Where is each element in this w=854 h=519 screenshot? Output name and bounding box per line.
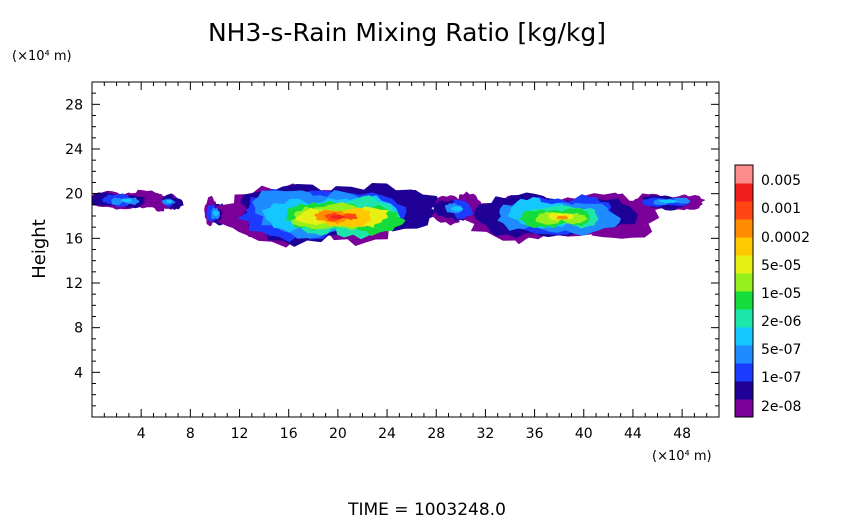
colorbar-label: 0.001 [761, 201, 801, 217]
colorbar-swatch [735, 237, 753, 256]
colorbar-label: 0.0002 [761, 230, 810, 246]
x-tick-label: 24 [378, 426, 396, 442]
colorbar-swatch [735, 255, 753, 274]
field-contour [111, 197, 123, 206]
colorbar-frame [734, 164, 754, 418]
colorbar-swatch [735, 273, 753, 292]
x-tick-label: 20 [329, 426, 347, 442]
field-contour [166, 199, 172, 204]
colorbar-swatch [735, 201, 753, 220]
colorbar-label: 2e-08 [761, 399, 801, 415]
colorbar-label: 5e-05 [761, 258, 801, 274]
y-tick-label: 12 [65, 276, 83, 292]
colorbar-swatch [735, 291, 753, 310]
colorbar-swatch [735, 165, 753, 184]
x-tick-label: 28 [427, 426, 445, 442]
field-contour [343, 213, 358, 221]
colorbar-label: 2e-06 [761, 314, 801, 330]
colorbar-label: 1e-07 [761, 370, 801, 386]
y-tick-label: 4 [74, 365, 83, 381]
plot-frame [91, 81, 720, 418]
y-tick-label: 8 [74, 321, 83, 337]
x-tick-label: 40 [575, 426, 593, 442]
field-contour [120, 198, 133, 203]
y-axis-label: Height [29, 219, 50, 279]
field-contour [450, 206, 464, 212]
colorbar: 0.005 0.001 0.0002 5e-05 1e-05 2e-06 5e-07 1e-0… [734, 164, 810, 418]
colorbar-swatch [735, 219, 753, 238]
colorbar-swatch [735, 309, 753, 328]
x-tick-label: 16 [280, 426, 298, 442]
y-unit-label: (×10⁴ m) [12, 49, 72, 64]
y-tick-label: 28 [65, 97, 83, 113]
field-contour [213, 210, 219, 217]
field-contour [555, 215, 569, 220]
colorbar-swatch [735, 363, 753, 382]
colorbar-swatch [735, 345, 753, 364]
x-tick-label: 48 [673, 426, 691, 442]
y-tick-label: 16 [65, 231, 83, 247]
y-axis: 4 8 12 16 20 24 28 [65, 92, 719, 407]
field-contour [330, 214, 346, 220]
colorbar-swatch [735, 183, 753, 202]
x-tick-label: 8 [186, 426, 195, 442]
colorbar-label: 0.005 [761, 173, 801, 189]
x-tick-label: 32 [476, 426, 494, 442]
time-footer: TIME = 1003248.0 [347, 500, 506, 519]
x-tick-label: 44 [624, 426, 642, 442]
field-contour [674, 197, 690, 204]
colorbar-label: 1e-05 [761, 286, 801, 302]
colorbar-label: 5e-07 [761, 342, 801, 358]
chart-title: NH3-s-Rain Mixing Ratio [kg/kg] [208, 18, 606, 47]
x-unit-label: (×10⁴ m) [652, 449, 712, 464]
y-tick-label: 24 [65, 142, 83, 158]
field-contour [658, 199, 679, 204]
colorbar-swatch [735, 381, 753, 400]
x-tick-label: 36 [526, 426, 544, 442]
x-axis: 4 8 12 16 20 24 28 32 36 40 44 48 [103, 82, 708, 442]
y-tick-label: 20 [65, 187, 83, 203]
colorbar-swatch [735, 327, 753, 346]
plot-field [92, 183, 706, 248]
x-tick-label: 4 [137, 426, 146, 442]
x-tick-label: 12 [231, 426, 249, 442]
colorbar-swatch [735, 399, 753, 418]
